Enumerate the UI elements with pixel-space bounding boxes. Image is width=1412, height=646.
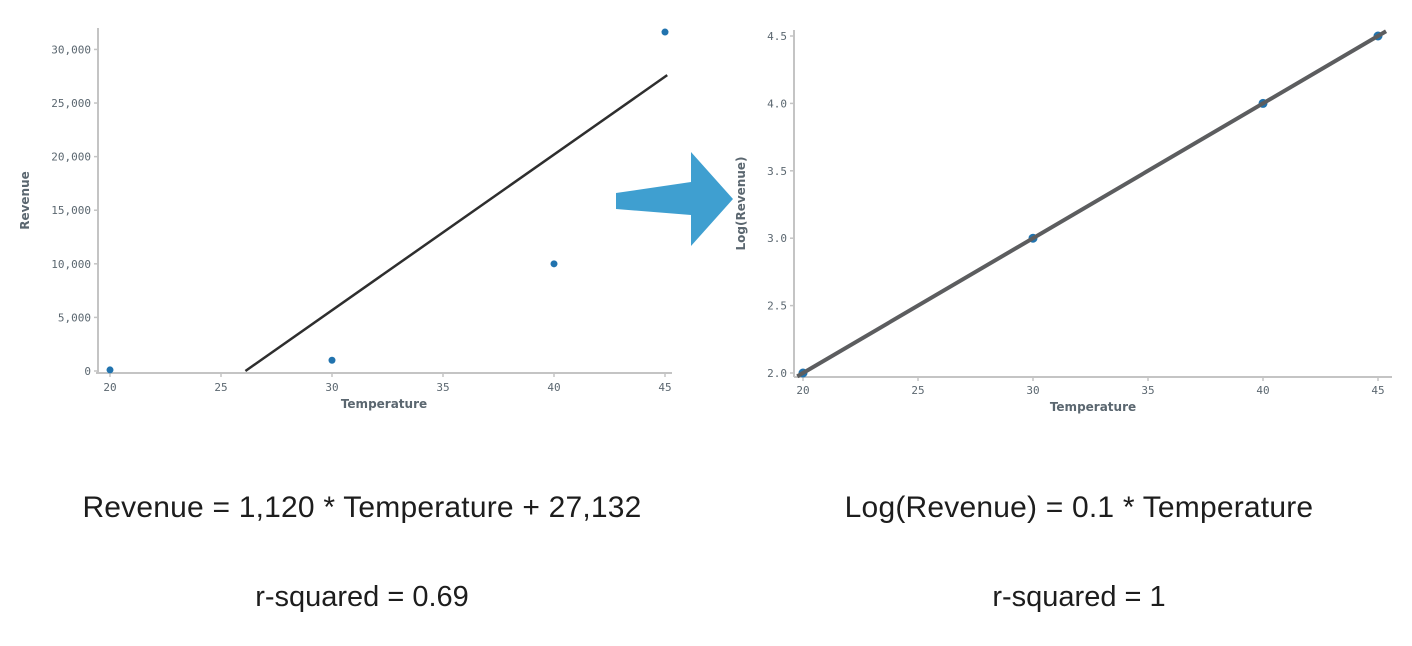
y-axis-title: Revenue xyxy=(18,171,32,230)
trend-line xyxy=(244,74,668,373)
y-axis-title: Log(Revenue) xyxy=(734,156,748,250)
y-tick-label: 10,000 xyxy=(51,258,91,271)
x-tick-label: 25 xyxy=(911,384,924,397)
charts-figure: 20 25 30 35 40 45 0 5,000 10,000 15,000 20,000 25,0… xyxy=(18,28,1392,414)
y-tick-label: 4.0 xyxy=(767,97,787,110)
x-tick-label: 20 xyxy=(796,384,809,397)
y-tick-label: 2.0 xyxy=(767,367,787,380)
x-tick-label: 35 xyxy=(1141,384,1154,397)
y-tick-label: 20,000 xyxy=(51,151,91,164)
right-caption-block: Log(Revenue) = 0.1 * Temperature r-squar… xyxy=(790,486,1368,617)
y-tick-label: 5,000 xyxy=(58,311,91,324)
x-tick-label: 25 xyxy=(214,381,227,394)
left-r-squared-text: r-squared = 0.69 xyxy=(255,581,469,613)
left-caption-block: Revenue = 1,120 * Temperature + 27,132 r… xyxy=(52,486,672,617)
y-tick-label: 2.5 xyxy=(767,300,787,313)
data-point xyxy=(106,366,114,374)
x-axis-title: Temperature xyxy=(1050,400,1136,414)
y-tick-label: 0 xyxy=(84,365,91,378)
y-tick-label: 4.5 xyxy=(767,30,787,43)
log-revenue-vs-temperature-chart: 20 25 30 35 40 45 2.0 2.5 3.0 3.5 4.0 4.5 Temperatur… xyxy=(734,29,1392,414)
x-tick-label: 40 xyxy=(547,381,560,394)
x-tick-label: 30 xyxy=(1026,384,1039,397)
x-tick-label: 20 xyxy=(103,381,116,394)
y-tick-label: 3.0 xyxy=(767,232,787,245)
data-point xyxy=(661,28,669,36)
x-tick-label: 40 xyxy=(1256,384,1269,397)
transform-arrow-icon xyxy=(616,152,733,246)
x-tick-label: 45 xyxy=(1371,384,1384,397)
revenue-vs-temperature-chart: 20 25 30 35 40 45 0 5,000 10,000 15,000 20,000 25,0… xyxy=(18,28,672,411)
data-point xyxy=(550,260,558,268)
right-r-squared-text: r-squared = 1 xyxy=(992,581,1166,613)
data-point xyxy=(328,356,336,364)
y-tick-label: 3.5 xyxy=(767,165,787,178)
y-tick-label: 30,000 xyxy=(51,43,91,56)
y-tick-label: 25,000 xyxy=(51,97,91,110)
x-tick-label: 35 xyxy=(436,381,449,394)
left-equation-text: Revenue = 1,120 * Temperature + 27,132 xyxy=(82,491,642,524)
x-tick-label: 45 xyxy=(658,381,671,394)
y-tick-label: 15,000 xyxy=(51,204,91,217)
x-axis-title: Temperature xyxy=(341,397,427,411)
x-tick-label: 30 xyxy=(325,381,338,394)
trend-line xyxy=(796,29,1388,379)
right-equation-text: Log(Revenue) = 0.1 * Temperature xyxy=(844,491,1314,524)
